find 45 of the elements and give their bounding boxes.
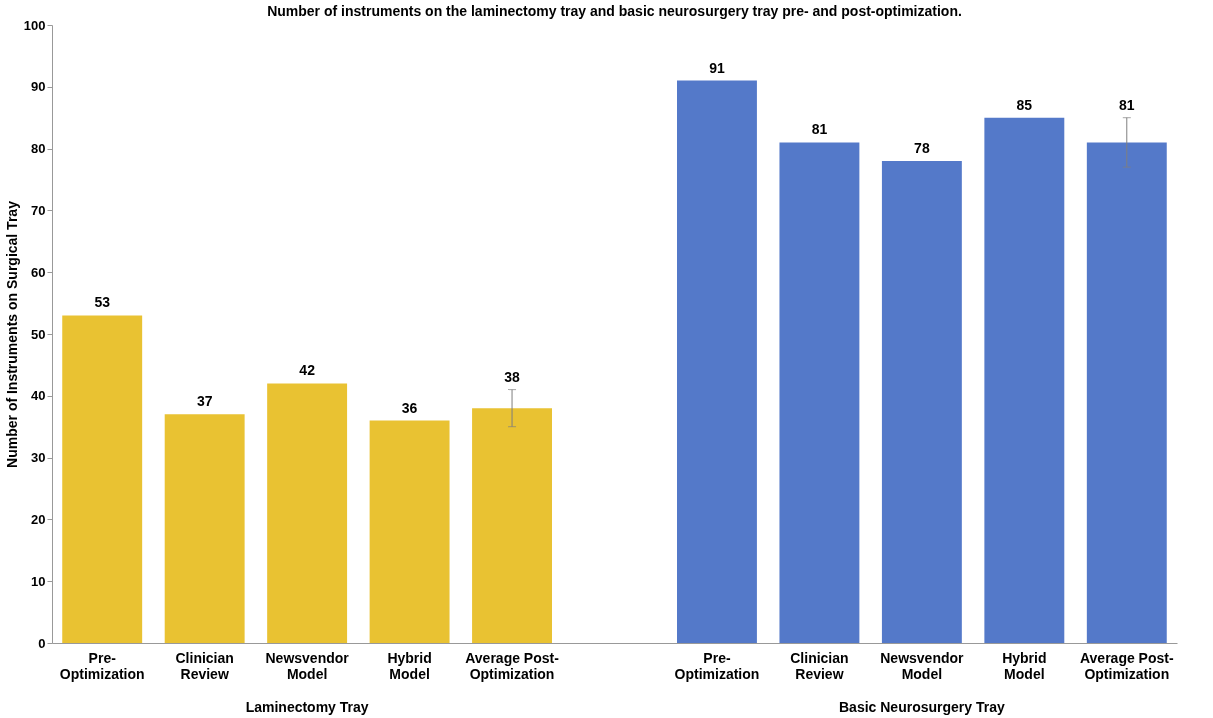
y-tick-label: 70	[31, 202, 46, 218]
bar	[984, 117, 1065, 643]
bar	[62, 315, 143, 643]
x-tick-label: Newsvendor Model	[880, 649, 965, 682]
chart-title: Number of instruments on the laminectomy tray and basic neurosurgery tray pre- and post-optimization.	[267, 3, 962, 19]
x-tick-label: Average Post-Optimization	[1079, 649, 1174, 682]
data-label: 81	[811, 121, 828, 138]
data-label: 85	[1016, 96, 1033, 113]
bar	[1086, 142, 1167, 643]
bar	[267, 383, 348, 643]
y-tick-label: 0	[38, 635, 46, 651]
x-tick-label: Newsvendor Model	[265, 649, 350, 682]
x-tick-label: Clinician Review	[790, 649, 849, 682]
x-tick-label: Hybrid Model	[1002, 649, 1047, 682]
data-label: 78	[914, 139, 930, 156]
bar	[369, 420, 450, 643]
y-tick-label: 90	[31, 79, 46, 95]
bar	[472, 408, 552, 643]
y-tick-label: 10	[31, 573, 46, 589]
x-tick-label: Average Post-Optimization	[465, 649, 560, 682]
bar	[881, 160, 962, 643]
y-tick-label: 100	[23, 17, 46, 33]
data-label: 53	[94, 294, 111, 311]
data-label: 91	[709, 59, 725, 76]
y-tick-label: 50	[31, 326, 46, 342]
bar	[779, 142, 860, 643]
y-tick-label: 60	[31, 264, 46, 280]
x-tick-label: Pre-Optimization	[674, 649, 760, 682]
y-tick-label: 80	[31, 141, 46, 157]
y-tick-label: 30	[31, 450, 46, 466]
text: Laminectomy Tray	[245, 699, 369, 715]
data-label: 37	[196, 393, 213, 410]
x-tick-label: Pre-Optimization	[59, 649, 145, 682]
x-tick-label: Hybrid Model	[387, 649, 432, 682]
x-tick-label: Clinician Review	[175, 649, 234, 682]
bar	[677, 80, 757, 643]
y-tick-label: 20	[31, 511, 46, 527]
y-axis-title: Number of Instruments on Surgical Tray	[3, 200, 20, 468]
y-tick-label: 40	[31, 388, 46, 404]
text: Basic Neurosurgery Tray	[839, 699, 1005, 715]
data-label: 38	[504, 368, 521, 385]
data-label: 36	[401, 399, 418, 416]
data-label: 42	[299, 362, 316, 379]
data-label: 81	[1119, 96, 1135, 113]
bar	[164, 414, 245, 643]
